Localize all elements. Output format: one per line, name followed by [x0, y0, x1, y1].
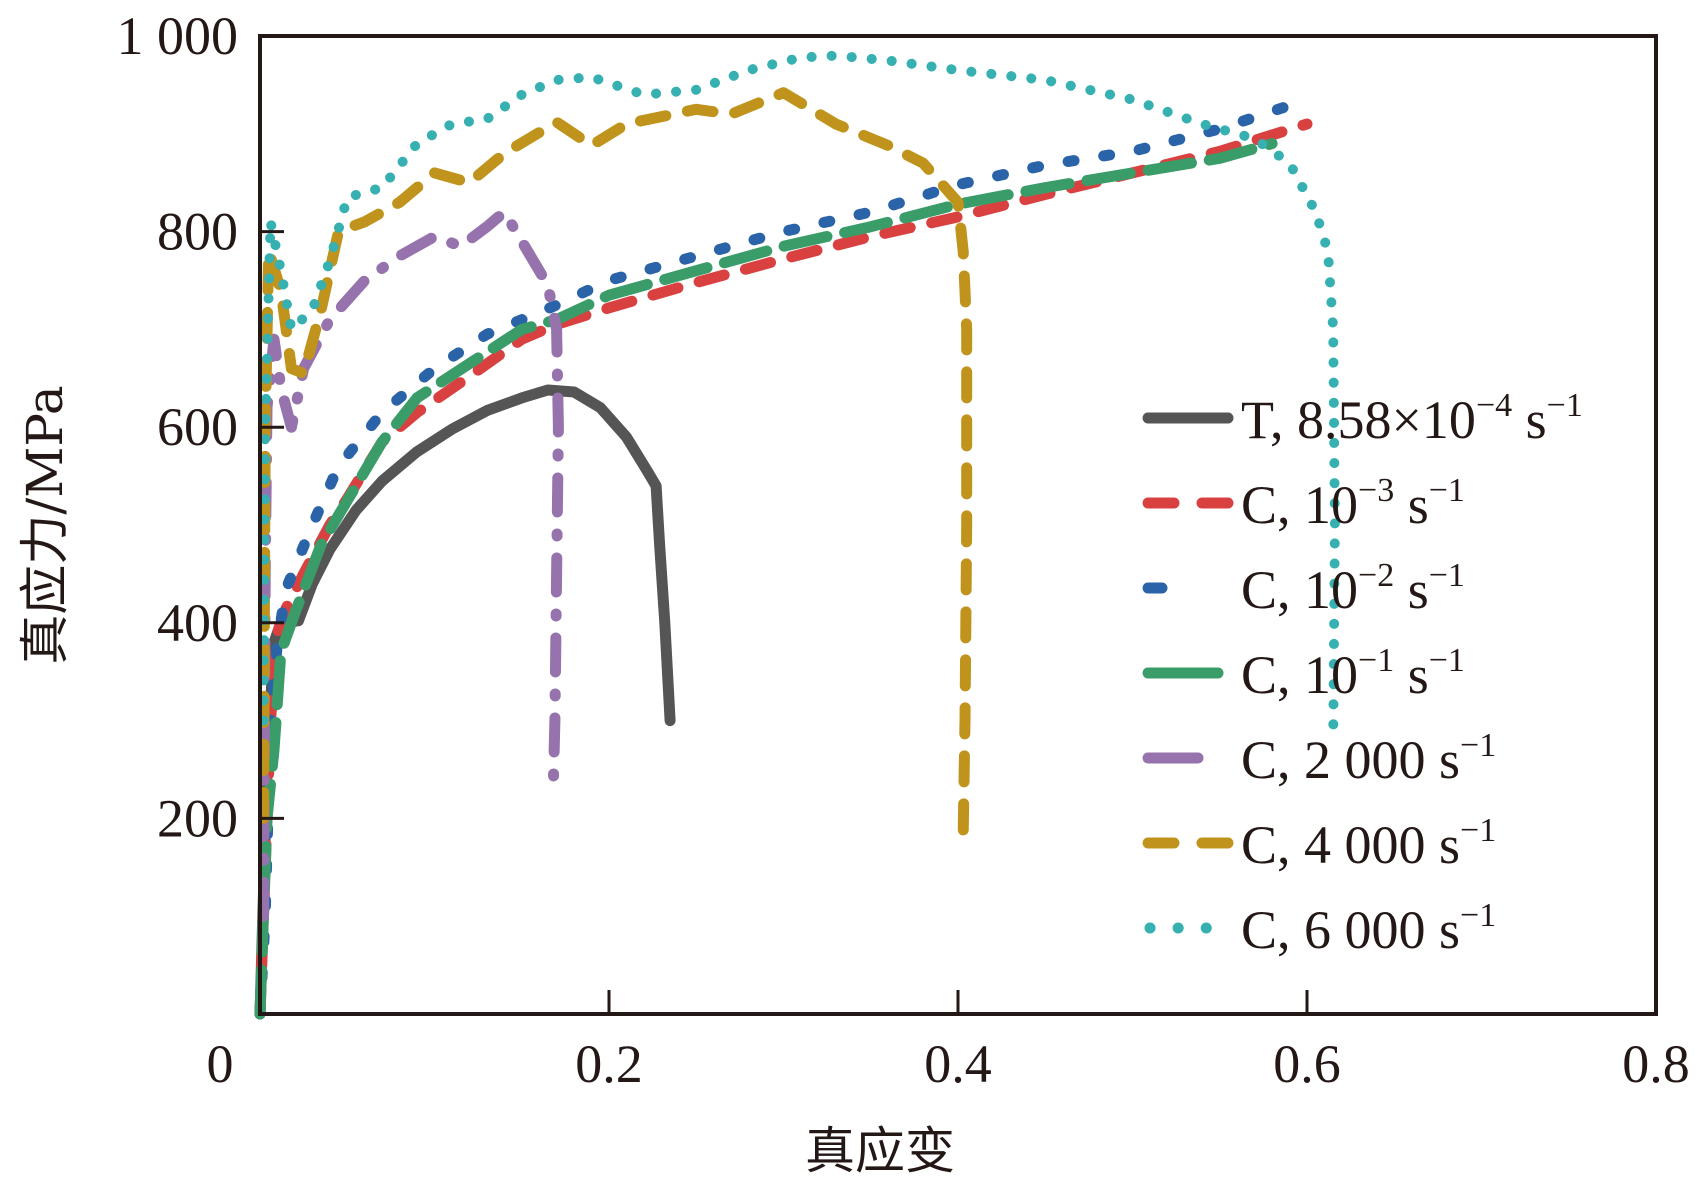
legend-item: C, 2 000 s−1 [1142, 727, 1496, 790]
x-axis-title: 真应变 [805, 1122, 955, 1180]
legend-label: C, 6 000 s−1 [1241, 897, 1496, 960]
series-line-4 [258, 206, 564, 922]
legend-label: C, 10−1 s−1 [1241, 642, 1465, 705]
legend-item: C, 10−1 s−1 [1142, 642, 1465, 705]
series-layer [254, 50, 1340, 1020]
x-tick-label: 0.4 [924, 1034, 992, 1094]
legend-label: C, 2 000 s−1 [1241, 727, 1496, 790]
legend-item: C, 10−2 s−1 [1142, 557, 1465, 620]
y-tick-label: 400 [157, 593, 238, 653]
y-tick-label: 200 [157, 788, 238, 848]
y-axis-title: 真应力/MPa [16, 385, 74, 664]
y-tick-label: 1 000 [117, 6, 239, 66]
series-line-3 [254, 138, 1278, 1020]
legend: T, 8.58×10−4 s−1 C, 10−3 s−1 C, 10−2 s−1 C,… [1142, 387, 1583, 960]
series-line-2 [254, 94, 1313, 1020]
legend-item: C, 10−3 s−1 [1142, 472, 1465, 535]
y-tick-label: 800 [157, 202, 238, 262]
x-tick-label: 0.8 [1622, 1034, 1690, 1094]
series-line-0 [254, 384, 676, 1020]
legend-item: C, 4 000 s−1 [1142, 812, 1496, 875]
legend-label: C, 10−3 s−1 [1241, 472, 1465, 535]
legend-label: C, 4 000 s−1 [1241, 812, 1496, 875]
x-tick-label: 0 [207, 1034, 234, 1094]
series-line-5 [258, 87, 973, 839]
x-tick-label: 0.6 [1273, 1034, 1341, 1094]
legend-item: T, 8.58×10−4 s−1 [1142, 387, 1583, 450]
series-line-1 [254, 118, 1313, 1020]
legend-item: C, 6 000 s−1 [1144, 897, 1496, 960]
legend-label: T, 8.58×10−4 s−1 [1241, 387, 1583, 450]
legend-label: C, 10−2 s−1 [1241, 557, 1465, 620]
y-tick-label: 600 [157, 397, 238, 457]
ticks-layer: 0 0.2 0.4 0.6 0.8 200 400 600 800 1 000 [117, 6, 1690, 1094]
series-line-6 [258, 50, 1340, 746]
x-tick-label: 0.2 [575, 1034, 643, 1094]
